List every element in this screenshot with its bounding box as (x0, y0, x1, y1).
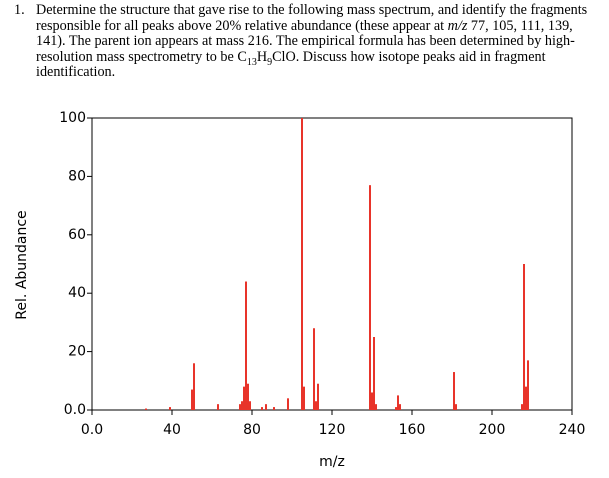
peak (453, 372, 455, 410)
peak (145, 408, 147, 410)
peak (273, 407, 275, 410)
x-tick-label: 0.0 (81, 422, 103, 438)
peak (303, 386, 305, 410)
y-tick-label: 80 (68, 168, 86, 184)
question-text-part: Determine the structure that gave rise t… (36, 2, 588, 34)
y-tick-label: 20 (68, 344, 86, 360)
question-text-part: 13 (246, 56, 257, 68)
peak (265, 404, 267, 410)
peak (249, 401, 251, 410)
peak (371, 392, 373, 410)
peak (287, 398, 289, 410)
y-tick-label: 40 (68, 285, 86, 301)
question-text-part: 9 (267, 56, 273, 68)
peak (191, 389, 193, 410)
peak (245, 281, 247, 410)
peak (395, 407, 397, 410)
question: 1. Determine the structure that gave ris… (14, 2, 599, 81)
y-tick-label: 0.0 (64, 402, 86, 418)
question-text-part: H (256, 48, 268, 65)
peak (239, 404, 241, 410)
question-text-part: 77, 105, 111, 139, 141). The parent ion … (36, 17, 575, 65)
question-number: 1. (14, 2, 25, 18)
plot-frame (91, 117, 573, 411)
y-tick-label: 100 (59, 110, 86, 126)
peak (525, 386, 527, 410)
peak (373, 337, 375, 410)
peak (397, 395, 399, 410)
y-axis-label: Rel. Abundance (14, 210, 30, 319)
peak (217, 404, 219, 410)
peak (247, 383, 249, 410)
peak (243, 386, 245, 410)
peak (313, 328, 315, 410)
question-text-part: ClO. Discuss how isotope peaks aid in fr… (36, 48, 546, 80)
peak (399, 404, 401, 410)
peak (317, 383, 319, 410)
y-tick-label: 60 (68, 227, 86, 243)
peak (301, 118, 303, 410)
x-axis-label: m/z (319, 454, 345, 470)
peak (193, 363, 195, 410)
peak (521, 404, 523, 410)
peak (169, 407, 171, 410)
peak (455, 404, 457, 410)
x-tick-label: 80 (243, 422, 261, 438)
peak (315, 401, 317, 410)
x-tick-label: 120 (319, 422, 346, 438)
question-text: Determine the structure that gave rise t… (36, 2, 599, 81)
peak (241, 401, 243, 410)
peak (261, 407, 263, 410)
peak (375, 404, 377, 410)
x-tick-label: 40 (163, 422, 181, 438)
peak (527, 360, 529, 410)
x-tick-label: 240 (559, 422, 586, 438)
x-tick-label: 200 (479, 422, 506, 438)
peak (523, 264, 525, 410)
x-tick-label: 160 (399, 422, 426, 438)
question-text-part: m/z (447, 17, 468, 34)
peak (369, 185, 371, 410)
